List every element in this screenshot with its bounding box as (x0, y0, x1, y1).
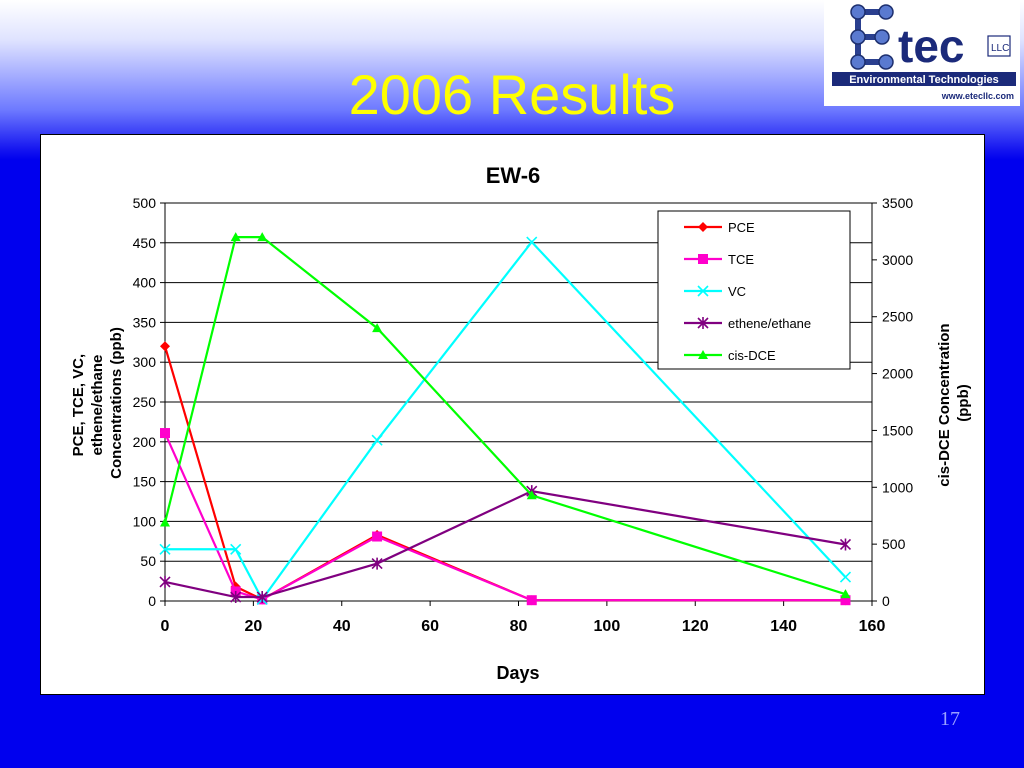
data-point (159, 575, 171, 588)
data-point (230, 232, 241, 242)
legend-label: cis-DCE (728, 348, 776, 363)
logo-brand: tec (898, 20, 964, 72)
data-point (371, 557, 383, 570)
data-point (160, 517, 170, 527)
series-ethene-ethane (159, 485, 852, 604)
logo-tagline: Environmental Technologies (849, 74, 999, 86)
y-axis-left-label: PCE, TCE, VC, ethene/ethane Concentratio… (70, 327, 125, 479)
legend-marker (698, 350, 708, 359)
x-axis-label: Days (496, 663, 539, 683)
y-right-label-line-1: cis-DCE Concentration (936, 323, 953, 486)
y-left-tick-label: 500 (133, 195, 157, 211)
y-right-tick-label: 2000 (882, 366, 913, 382)
y-left-tick-label: 350 (133, 314, 157, 330)
x-tick-label: 140 (770, 618, 797, 635)
y-right-label-line-2: (ppb) (955, 384, 972, 421)
data-point (159, 543, 171, 555)
data-point (526, 236, 538, 248)
y-left-tick-label: 250 (133, 394, 157, 410)
legend-label: VC (728, 284, 746, 299)
y-right-tick-label: 3000 (882, 252, 913, 268)
data-point (526, 490, 537, 500)
data-point (839, 538, 852, 551)
y-left-tick-label: 0 (148, 593, 156, 609)
legend-marker (698, 254, 708, 264)
legend-label: TCE (728, 252, 754, 267)
data-point (839, 571, 852, 583)
y-left-tick-label: 50 (140, 553, 156, 569)
legend-label: ethene/ethane (728, 316, 811, 331)
x-tick-label: 60 (421, 618, 439, 635)
slide-number: 17 (940, 708, 960, 730)
legend-item: VC (684, 284, 746, 299)
data-point (256, 591, 268, 604)
legend-item: TCE (684, 252, 754, 267)
y-left-tick-label: 200 (133, 434, 157, 450)
y-left-tick-label: 450 (133, 235, 157, 251)
data-point (840, 595, 851, 606)
legend-marker (697, 317, 709, 329)
logo-url: www.etecllc.com (941, 91, 1014, 101)
y-right-tick-label: 1500 (882, 422, 913, 438)
y-left-tick-label: 100 (133, 513, 157, 529)
data-point (371, 434, 383, 446)
x-tick-label: 100 (594, 618, 621, 635)
data-point (526, 595, 537, 606)
company-logo: tec LLC Environmental Technologies www.e… (824, 0, 1020, 106)
x-tick-label: 20 (244, 618, 262, 635)
series-vc (159, 236, 852, 605)
chart-panel: EW-6 0 50 100 150 200 250 300 350 400 450 500 0 500 1… (40, 134, 985, 695)
x-tick-label: 160 (859, 618, 886, 635)
data-point (257, 232, 268, 242)
series-line (163, 236, 846, 596)
y-right-tick-label: 3500 (882, 195, 913, 211)
y-left-tick-label: 150 (133, 474, 157, 490)
y-right-tick-label: 2500 (882, 309, 913, 325)
y-left-label-line-3: Concentrations (ppb) (108, 327, 125, 479)
series-line (163, 432, 846, 602)
legend-item: cis-DCE (684, 348, 776, 363)
logo-llc: LLC (991, 43, 1009, 54)
x-tick-label: 0 (161, 618, 170, 635)
data-point (840, 589, 851, 599)
y-left-label-line-2: ethene/ethane (89, 355, 106, 456)
data-point (160, 341, 170, 352)
legend-label: PCE (728, 220, 755, 235)
y-left-label-line-1: PCE, TCE, VC, (70, 354, 87, 457)
legend-item: ethene/ethane (684, 316, 811, 331)
y-axis-right-label: cis-DCE Concentration (ppb) (936, 319, 972, 487)
y-right-tick-label: 500 (882, 536, 906, 552)
tick-labels: 0501001502002503003504004505000500100015… (133, 195, 914, 635)
data-point (160, 428, 170, 439)
data-point (230, 591, 242, 604)
etec-logo-graphic: tec LLC Environmental Technologies www.e… (832, 4, 1016, 101)
x-tick-label: 120 (682, 618, 709, 635)
y-right-tick-label: 0 (882, 593, 890, 609)
data-point (372, 323, 383, 333)
slide-title: 2006 Results (348, 63, 676, 126)
y-left-tick-label: 400 (133, 275, 157, 291)
chart-legend: PCE TCE VC ethene/ethane cis-DCE (657, 210, 851, 370)
chart-title: EW-6 (486, 163, 541, 188)
series-tce (160, 428, 851, 606)
legend-item: PCE (684, 220, 755, 235)
y-right-tick-label: 1000 (882, 479, 913, 495)
data-point (372, 531, 383, 542)
legend-marker (698, 222, 708, 232)
legend-marker (697, 285, 709, 297)
x-tick-label: 40 (333, 618, 351, 635)
y-left-tick-label: 300 (133, 354, 157, 370)
data-point (230, 543, 242, 555)
line-chart: EW-6 05010015020025030035040045050005001… (70, 163, 972, 683)
series-cis-dce (160, 232, 851, 599)
series-layer (159, 232, 852, 606)
x-tick-label: 80 (510, 618, 528, 635)
series-line (164, 490, 846, 599)
series-line (165, 240, 847, 602)
